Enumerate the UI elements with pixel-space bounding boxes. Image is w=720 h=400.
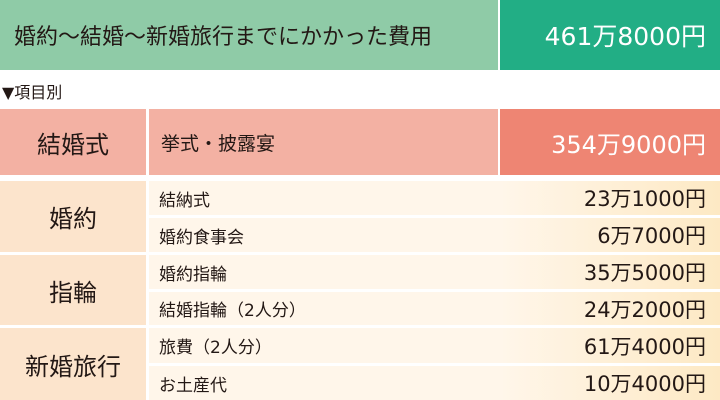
category-honeymoon: 新婚旅行: [0, 328, 146, 400]
row-amount: 6万7000円: [499, 218, 720, 252]
row-amount: 10万4000円: [499, 366, 720, 400]
section-subheading: ▼項目別: [2, 83, 63, 102]
category-wedding: 結婚式: [0, 109, 146, 175]
row-item: 結婚指輪（2人分）: [149, 292, 499, 325]
category-engagement: 婚約: [0, 181, 146, 252]
row-item: お土産代: [149, 366, 499, 400]
wedding-amount: 354万9000円: [500, 109, 720, 175]
row-amount: 23万1000円: [499, 181, 720, 215]
table-title: 婚約〜結婚〜新婚旅行までにかかった費用: [0, 0, 498, 70]
wedding-item: 挙式・披露宴: [149, 109, 498, 175]
row-amount: 35万5000円: [499, 255, 720, 289]
row-item: 結納式: [149, 181, 499, 215]
row-item: 婚約食事会: [149, 218, 499, 252]
category-rings: 指輪: [0, 255, 146, 325]
row-amount: 24万2000円: [499, 292, 720, 325]
row-item: 婚約指輪: [149, 255, 499, 289]
total-amount: 461万8000円: [500, 0, 720, 70]
row-item: 旅費（2人分）: [149, 328, 499, 363]
row-amount: 61万4000円: [499, 328, 720, 363]
